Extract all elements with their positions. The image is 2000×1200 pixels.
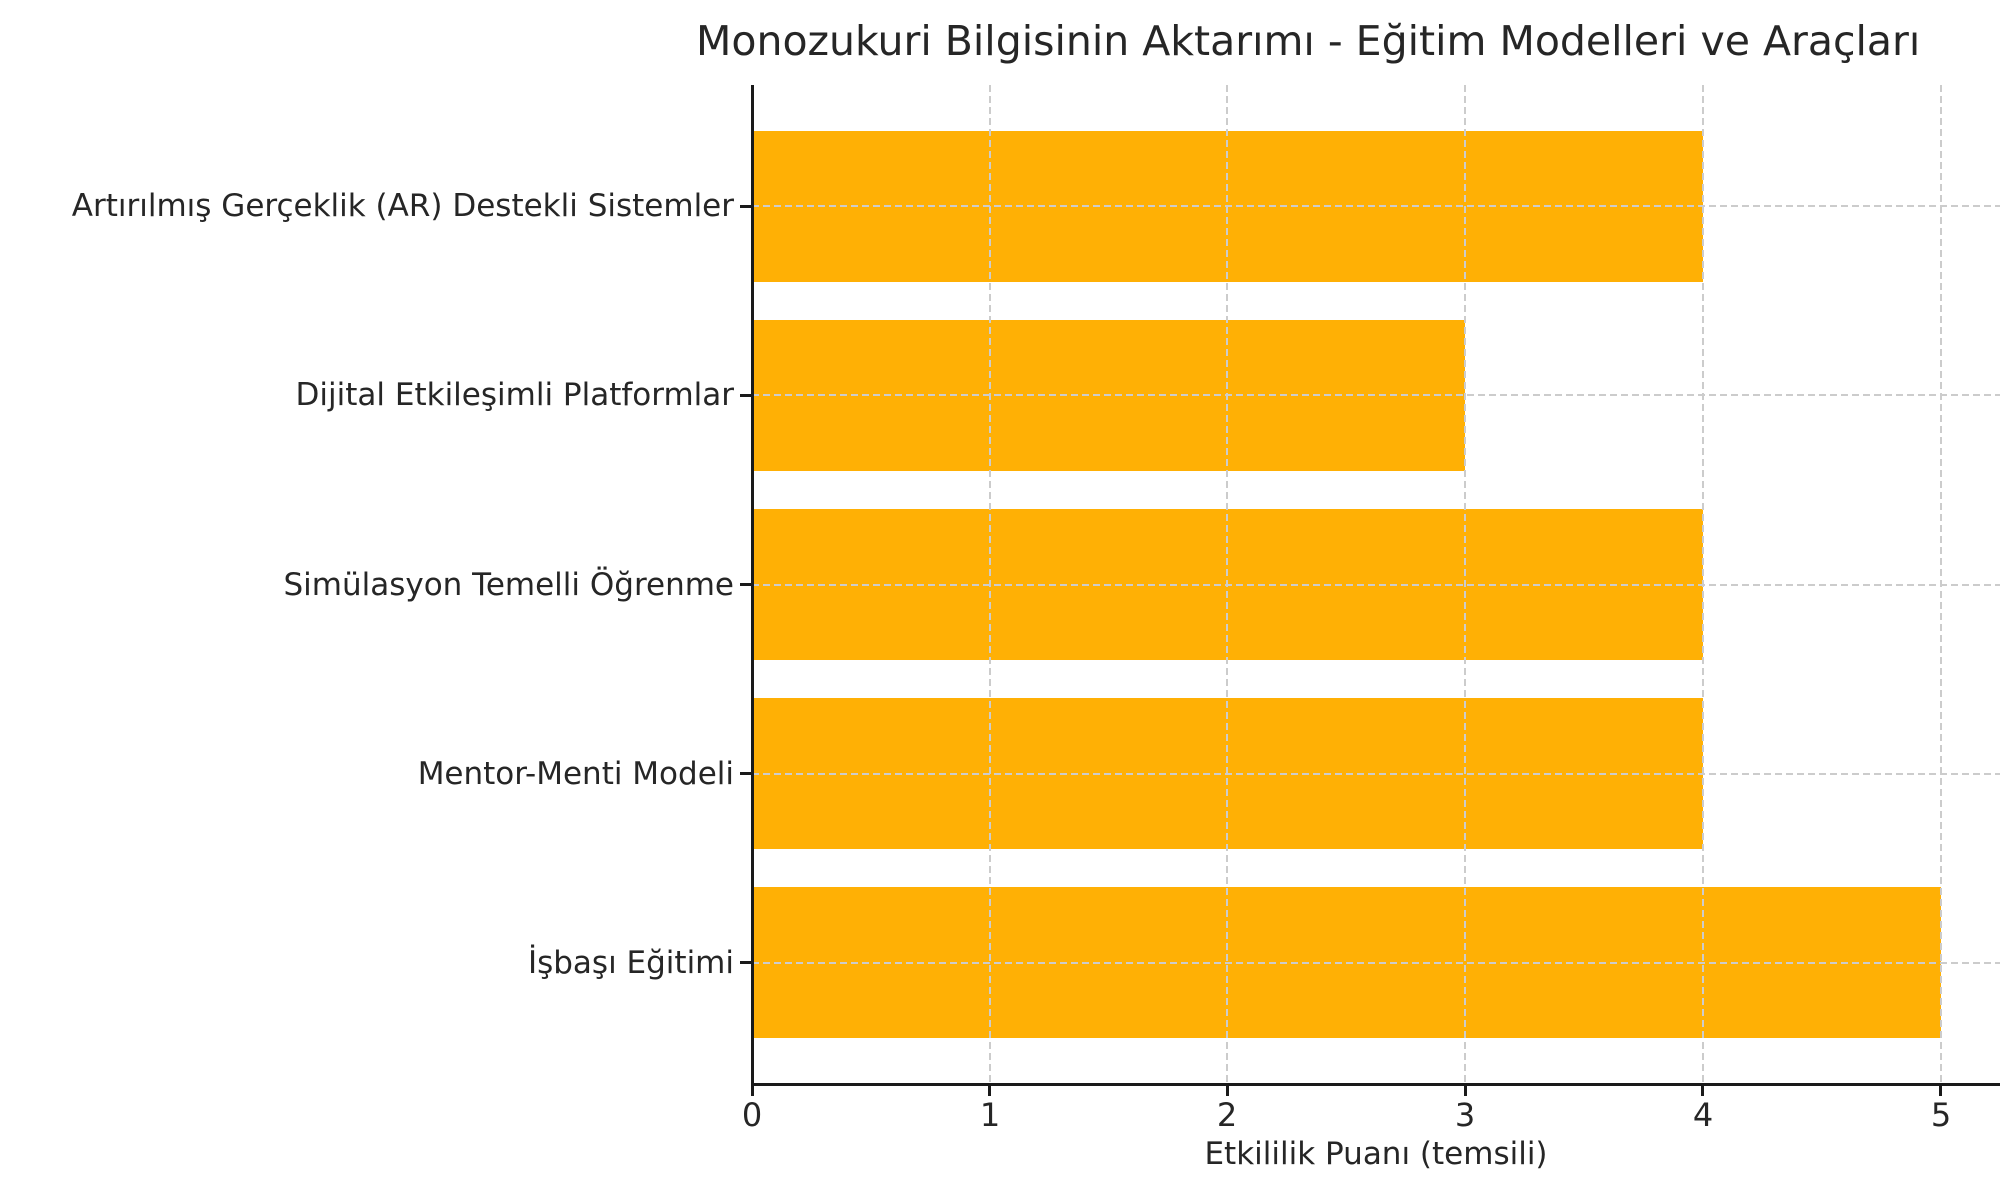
x-tick-3 [1464, 1086, 1467, 1096]
h-gridline-4 [752, 962, 2000, 964]
x-axis-spine [751, 1083, 2000, 1086]
x-tick-4 [1701, 1086, 1704, 1096]
y-tick-4 [740, 961, 751, 964]
x-tick-5 [1939, 1086, 1942, 1096]
x-axis-label: Etkililik Puanı (temsili) [1204, 1136, 1548, 1172]
v-gridline-3 [1464, 85, 1466, 1084]
v-gridline-4 [1702, 85, 1704, 1084]
x-tick-0 [751, 1086, 754, 1096]
y-tick-label-2: Simülasyon Temelli Öğrenme [283, 567, 734, 603]
y-tick-label-1: Dijital Etkileşimli Platformlar [295, 377, 734, 413]
h-gridline-0 [752, 205, 2000, 207]
y-axis-spine [751, 85, 754, 1086]
h-gridline-3 [752, 773, 2000, 775]
x-tick-2 [1226, 1086, 1229, 1096]
x-tick-label-1: 1 [979, 1096, 1001, 1134]
x-tick-label-4: 4 [1692, 1096, 1714, 1134]
x-tick-1 [988, 1086, 991, 1096]
y-tick-0 [740, 205, 751, 208]
y-tick-1 [740, 394, 751, 397]
x-tick-label-0: 0 [741, 1096, 763, 1134]
x-tick-label-3: 3 [1454, 1096, 1476, 1134]
y-tick-label-4: İşbaşı Eğitimi [527, 945, 734, 981]
y-tick-3 [740, 772, 751, 775]
y-tick-label-0: Artırılmış Gerçeklik (AR) Destekli Siste… [71, 188, 734, 224]
y-tick-2 [740, 583, 751, 586]
v-gridline-2 [1226, 85, 1228, 1084]
y-tick-label-3: Mentor-Menti Modeli [417, 756, 734, 792]
h-gridline-2 [752, 584, 2000, 586]
h-gridline-1 [752, 394, 2000, 396]
v-gridline-5 [1940, 85, 1942, 1084]
v-gridline-1 [989, 85, 991, 1084]
x-tick-label-2: 2 [1216, 1096, 1238, 1134]
x-tick-label-5: 5 [1930, 1096, 1952, 1134]
plot-area [752, 85, 2000, 1084]
chart-title: Monozukuri Bilgisinin Aktarımı - Eğitim … [696, 17, 1921, 65]
